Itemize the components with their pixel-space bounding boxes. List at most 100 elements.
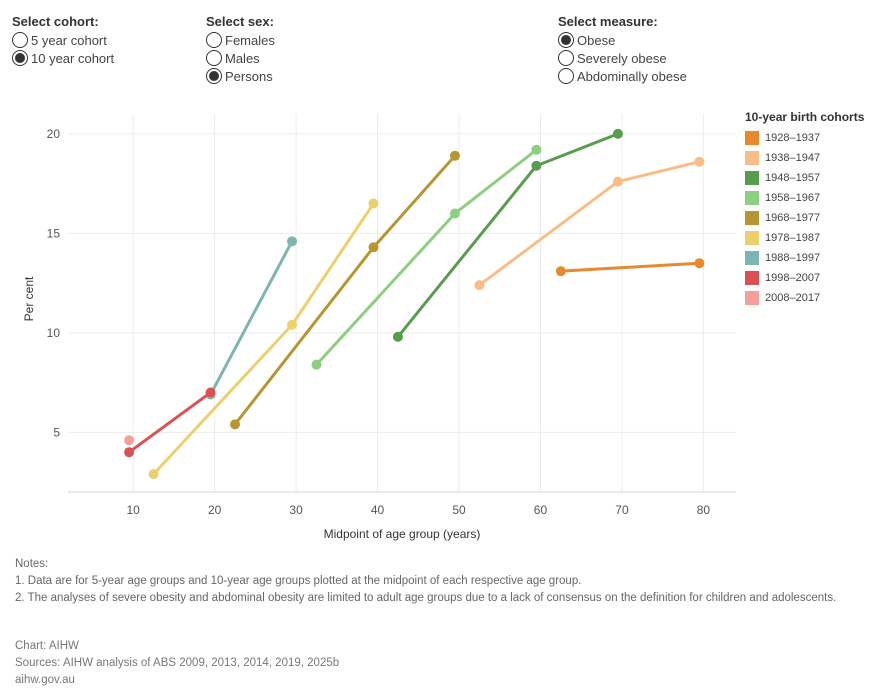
sources: Sources: AIHW analysis of ABS 2009, 2013… [15, 657, 340, 669]
radio-button[interactable] [558, 32, 574, 48]
radio-button[interactable] [558, 50, 574, 66]
series-group [205, 236, 298, 400]
data-point[interactable] [230, 419, 240, 430]
grid-layer [68, 114, 736, 492]
measure-option-obese[interactable]: Obese [558, 31, 687, 49]
sex-option-females[interactable]: Females [206, 31, 275, 49]
legend-item[interactable]: 1998–2007 [745, 268, 864, 288]
legend: 10-year birth cohorts 1928–1937 1938–1947… [745, 110, 864, 308]
x-tick-label: 20 [208, 503, 222, 517]
cohort-option-5-year[interactable]: 5 year cohort [12, 31, 114, 49]
legend-item[interactable]: 1948–1957 [745, 168, 864, 188]
sex-filter: Select sex: Females Males Persons [206, 14, 275, 85]
legend-label: 1938–1947 [765, 152, 821, 164]
data-point[interactable] [205, 387, 216, 398]
chart-credit: Chart: AIHW [15, 640, 79, 652]
series-group [230, 150, 460, 430]
series-layer [124, 128, 705, 480]
radio-button[interactable] [12, 50, 28, 66]
data-point[interactable] [311, 359, 322, 370]
data-point[interactable] [612, 176, 623, 187]
series-group [124, 435, 135, 446]
data-point[interactable] [287, 236, 298, 247]
data-point[interactable] [124, 447, 135, 458]
cohort-option-label: 5 year cohort [31, 32, 107, 48]
legend-item[interactable]: 1968–1977 [745, 208, 864, 228]
sex-filter-title: Select sex: [206, 14, 274, 29]
radio-button[interactable] [206, 68, 222, 84]
line-chart: 10 20 30 40 50 60 70 80 5 10 15 20 Midpoint of age … [22, 114, 736, 541]
series-line[interactable] [233, 154, 457, 426]
measure-option-label: Obese [577, 32, 616, 48]
data-point[interactable] [449, 208, 460, 219]
data-point[interactable] [474, 280, 485, 291]
legend-swatch [745, 251, 759, 265]
y-tick-label: 15 [47, 226, 61, 240]
sex-option-label: Persons [225, 68, 273, 84]
y-tick-label: 10 [47, 326, 61, 340]
x-tick-label: 40 [371, 503, 385, 517]
radio-button[interactable] [206, 32, 222, 48]
radio-button[interactable] [558, 68, 574, 84]
measure-option-label: Abdominally obese [577, 68, 687, 84]
cohort-option-label: 10 year cohort [31, 50, 115, 66]
series-group [555, 258, 705, 277]
legend-label: 1928–1937 [765, 132, 821, 144]
data-point[interactable] [555, 266, 566, 277]
radio-button[interactable] [206, 50, 222, 66]
series-line[interactable] [559, 261, 701, 273]
data-point[interactable] [531, 144, 542, 155]
legend-item[interactable]: 1938–1947 [745, 148, 864, 168]
legend-swatch [745, 191, 759, 205]
series-line[interactable] [127, 391, 213, 454]
x-tick-label: 70 [615, 503, 629, 517]
legend-swatch [745, 271, 759, 285]
sex-option-persons[interactable]: Persons [206, 67, 275, 85]
x-tick-label: 10 [126, 503, 140, 517]
x-tick-label: 60 [534, 503, 548, 517]
data-point[interactable] [531, 160, 542, 171]
cohort-filter: Select cohort: 5 year cohort 10 year coh… [12, 14, 114, 67]
notes: Notes: 1. Data are for 5-year age groups… [15, 556, 865, 607]
data-point[interactable] [694, 258, 705, 269]
measure-option-severely-obese[interactable]: Severely obese [558, 49, 687, 67]
measure-option-abdominally-obese[interactable]: Abdominally obese [558, 67, 687, 85]
data-point[interactable] [612, 128, 623, 139]
series-group [124, 387, 216, 458]
legend-item[interactable]: 1958–1967 [745, 188, 864, 208]
note-item: 2. The analyses of severe obesity and ab… [15, 592, 837, 604]
data-point[interactable] [694, 156, 705, 167]
data-point[interactable] [287, 319, 298, 330]
series-group [392, 128, 623, 342]
series-line[interactable] [209, 239, 294, 397]
cohort-option-10-year[interactable]: 10 year cohort [12, 49, 114, 67]
legend-item[interactable]: 1928–1937 [745, 128, 864, 148]
legend-swatch [745, 231, 759, 245]
series-group [311, 144, 542, 370]
data-point[interactable] [124, 435, 135, 446]
data-point[interactable] [148, 469, 159, 480]
series-group [474, 156, 705, 291]
website-link[interactable]: aihw.gov.au [15, 674, 75, 686]
legend-label: 1958–1967 [765, 192, 821, 204]
sex-option-label: Females [225, 32, 275, 48]
series-line[interactable] [396, 132, 620, 339]
data-point[interactable] [392, 331, 403, 342]
cohort-filter-title: Select cohort: [12, 14, 99, 29]
data-point[interactable] [368, 198, 379, 209]
legend-label: 1968–1977 [765, 212, 821, 224]
sex-option-label: Males [225, 50, 260, 66]
legend-item[interactable]: 1978–1987 [745, 228, 864, 248]
y-axis-title: Per cent [22, 276, 36, 321]
legend-item[interactable]: 2008–2017 [745, 288, 864, 308]
data-point[interactable] [368, 242, 379, 253]
legend-item[interactable]: 1988–1997 [745, 248, 864, 268]
measure-filter: Select measure: Obese Severely obese Abd… [558, 14, 687, 85]
series-group [148, 198, 379, 480]
x-tick-label: 50 [452, 503, 466, 517]
radio-button[interactable] [12, 32, 28, 48]
sex-option-males[interactable]: Males [206, 49, 275, 67]
note-item: 1. Data are for 5-year age groups and 10… [15, 575, 582, 587]
y-tick-label: 5 [53, 425, 60, 439]
data-point[interactable] [449, 150, 460, 161]
